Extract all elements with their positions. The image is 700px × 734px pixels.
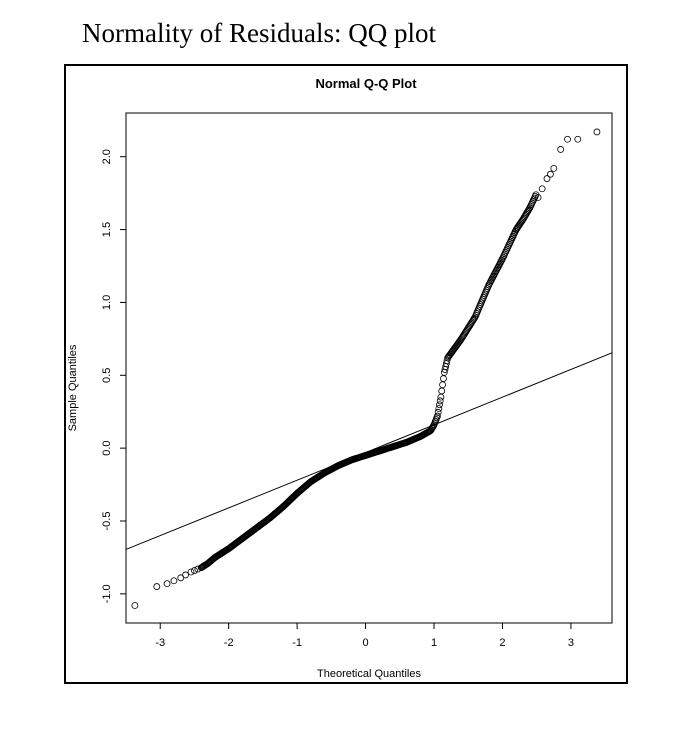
chart-frame: Normal Q-Q Plot -3 -2 -1 0 1 2 3 -1.0 -0.5 0.0 0.…	[64, 64, 628, 684]
data-point	[437, 393, 445, 401]
y-tick-label: -0.5	[101, 512, 113, 531]
data-point	[439, 381, 446, 389]
x-tick-label: 3	[568, 637, 574, 649]
data-point	[434, 412, 441, 420]
data-point	[436, 397, 444, 405]
y-tick-label: 0.0	[101, 440, 113, 455]
x-tick-label: 0	[363, 637, 369, 649]
data-point	[438, 387, 446, 395]
data-point	[546, 170, 554, 178]
y-axis-label: Sample Quantiles	[67, 344, 79, 431]
x-tick-label: -2	[224, 637, 234, 649]
data-point	[191, 567, 198, 574]
data-point	[593, 128, 601, 136]
x-axis-label: Theoretical Quantiles	[317, 668, 421, 680]
data-point	[177, 574, 185, 582]
data-point	[564, 135, 571, 143]
data-point	[457, 336, 465, 344]
data-point	[517, 219, 525, 227]
data-point	[436, 401, 443, 409]
y-tick-label: 0.5	[101, 368, 113, 383]
plot-area-box	[125, 112, 613, 624]
data-point	[550, 164, 558, 172]
data-point	[513, 225, 521, 232]
qq-plot-svg: Normal Q-Q Plot -3 -2 -1 0 1 2 3 -1.0 -0.5 0.0 0.…	[67, 76, 613, 680]
figure-caption: Normality of Residuals: QQ plot	[82, 18, 436, 48]
x-tick-label: 1	[431, 637, 437, 649]
data-point	[515, 221, 523, 229]
data-point	[197, 564, 205, 572]
data-point	[515, 222, 522, 230]
data-point	[434, 408, 442, 416]
x-axis: -3 -2 -1 0 1 2 3	[155, 623, 574, 649]
y-tick-label: 1.0	[101, 295, 113, 310]
data-point	[440, 375, 447, 382]
data-point	[514, 223, 522, 231]
data-point	[512, 226, 520, 233]
data-points	[131, 128, 601, 609]
chart-title: Normal Q-Q Plot	[315, 76, 417, 91]
x-tick-label: -3	[155, 637, 165, 649]
data-point	[557, 146, 565, 153]
data-point	[516, 220, 524, 228]
data-point	[163, 580, 171, 588]
y-tick-label: -1.0	[101, 584, 113, 603]
data-point	[182, 571, 189, 579]
data-point	[170, 577, 178, 585]
data-point	[543, 175, 551, 182]
y-tick-label: 1.5	[101, 222, 113, 237]
data-point	[534, 194, 542, 201]
x-tick-label: 2	[499, 637, 505, 649]
data-point	[187, 568, 195, 576]
x-tick-label: -1	[292, 637, 302, 649]
y-tick-label: 2.0	[101, 149, 113, 164]
y-axis: -1.0 -0.5 0.0 0.5 1.0 1.5 2.0	[101, 149, 126, 603]
data-point	[153, 583, 161, 590]
data-point	[538, 185, 546, 193]
data-point	[194, 565, 202, 573]
data-point	[518, 218, 525, 226]
data-point	[435, 405, 443, 412]
data-point	[574, 135, 582, 143]
data-point	[131, 602, 139, 609]
